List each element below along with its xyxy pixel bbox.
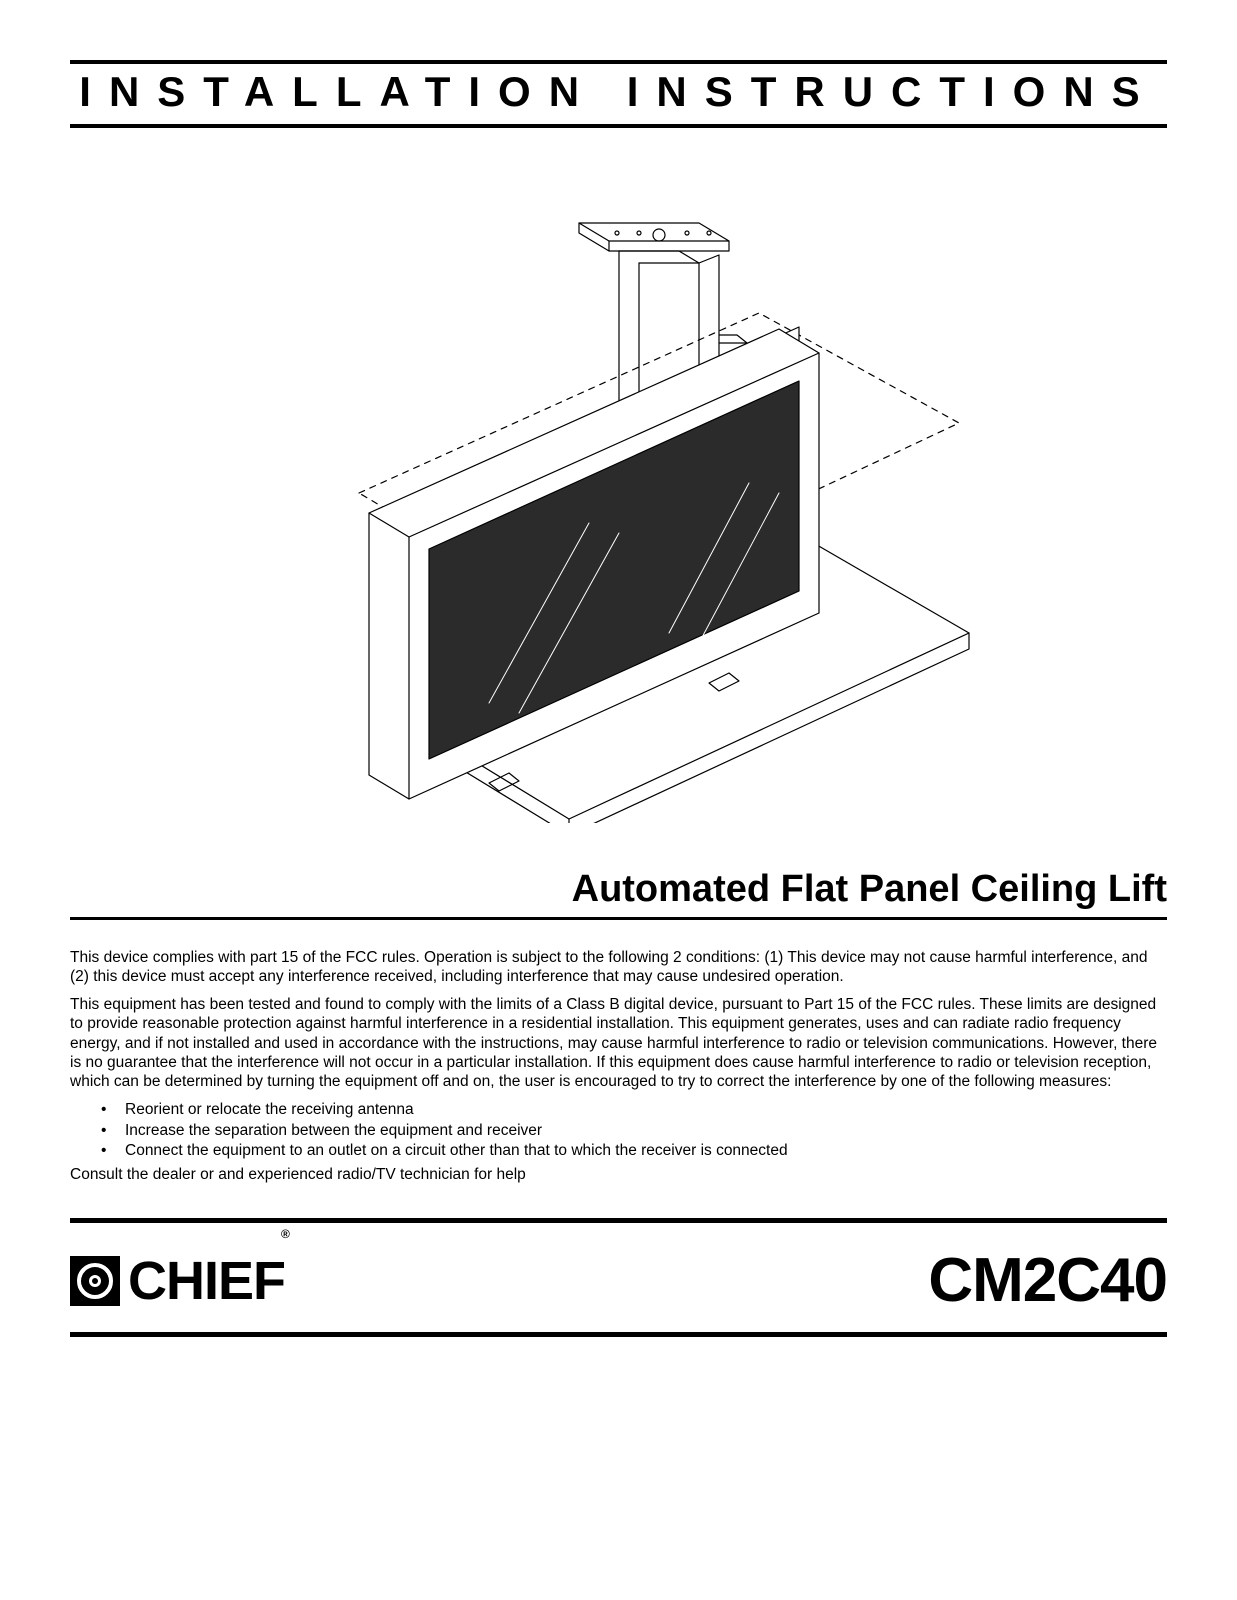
list-item: Reorient or relocate the receiving anten… [125,1100,1167,1121]
consult-text: Consult the dealer or and experienced ra… [70,1166,1167,1184]
measures-list: Reorient or relocate the receiving anten… [70,1100,1167,1163]
fcc-paragraph-2: This equipment has been tested and found… [70,995,1167,1092]
list-item: Increase the separation between the equi… [125,1121,1167,1142]
brand-block: CHIEF® [70,1254,293,1308]
product-diagram [70,158,1167,848]
brand-name: CHIEF® [128,1254,293,1308]
product-subtitle: Automated Flat Panel Ceiling Lift [572,868,1167,911]
list-item: Connect the equipment to an outlet on a … [125,1141,1167,1162]
fcc-paragraph-1: This device complies with part 15 of the… [70,948,1167,987]
model-number: CM2C40 [928,1245,1167,1316]
page-header-title: INSTALLATION INSTRUCTIONS [70,60,1167,128]
chief-logo-icon [70,1256,120,1306]
ceiling-lift-illustration [239,183,999,823]
registered-mark: ® [281,1227,289,1241]
subtitle-row: Automated Flat Panel Ceiling Lift [70,868,1167,920]
brand-text: CHIEF [128,1251,285,1311]
page-footer: CHIEF® CM2C40 [70,1218,1167,1337]
